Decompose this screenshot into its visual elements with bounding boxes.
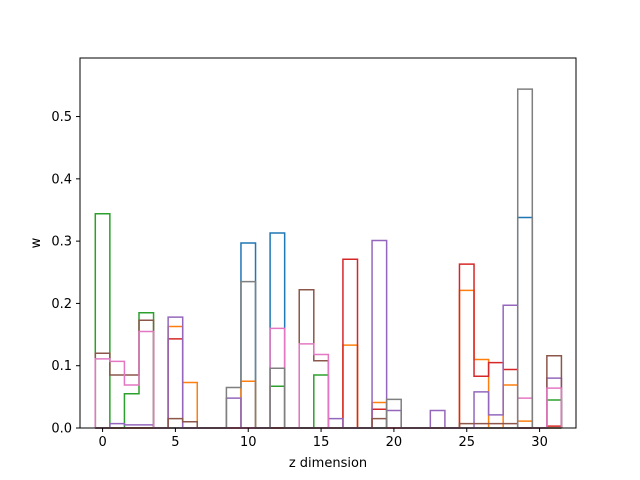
x-tick-label: 15 <box>313 435 330 450</box>
x-tick-label: 10 <box>240 435 257 450</box>
plot-area-frame <box>79 57 577 429</box>
x-axis: 0 5 10 15 20 25 30 <box>98 428 548 450</box>
x-tick-label: 20 <box>386 435 403 450</box>
y-tick-label: 0.5 <box>51 110 72 125</box>
x-axis-label: z dimension <box>289 456 367 471</box>
y-axis-label: w <box>29 237 44 248</box>
y-axis: 0.0 0.1 0.2 0.3 0.4 0.5 <box>51 110 80 437</box>
x-tick-label: 0 <box>98 435 106 450</box>
y-tick-label: 0.1 <box>51 359 72 374</box>
x-tick-label: 5 <box>171 435 179 450</box>
y-tick-label: 0.4 <box>51 172 72 187</box>
x-tick-label: 30 <box>531 435 548 450</box>
y-tick-label: 0.0 <box>51 422 72 437</box>
y-tick-label: 0.2 <box>51 297 72 312</box>
y-tick-label: 0.3 <box>51 235 72 250</box>
x-tick-label: 25 <box>458 435 475 450</box>
